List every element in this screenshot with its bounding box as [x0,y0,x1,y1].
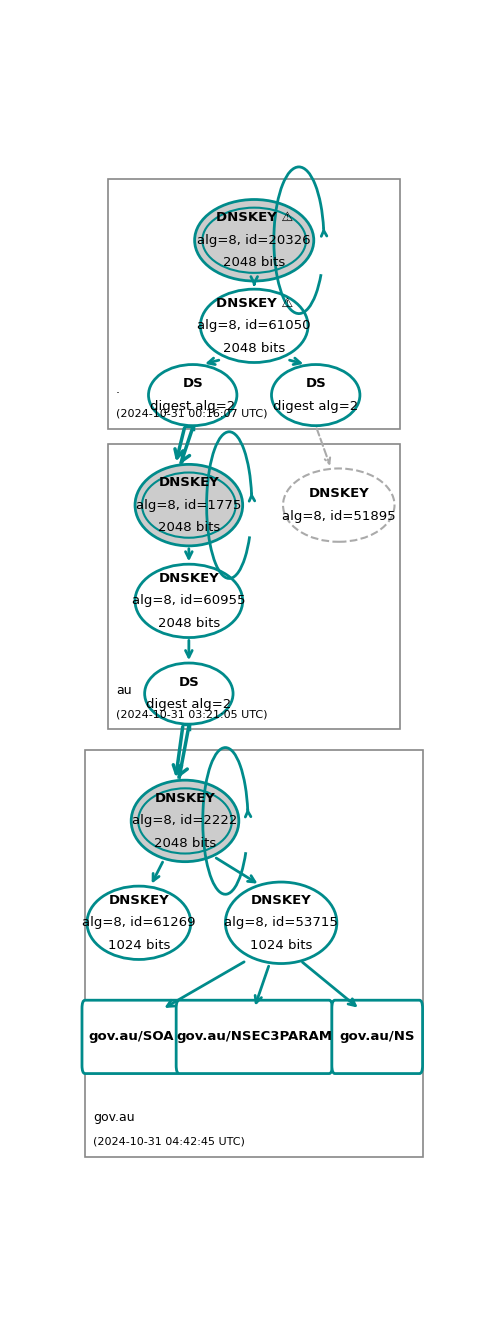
Ellipse shape [194,200,314,280]
Ellipse shape [135,464,243,546]
Text: 2048 bits: 2048 bits [158,617,220,630]
Text: alg=8, id=51895: alg=8, id=51895 [282,509,396,523]
Text: 2048 bits: 2048 bits [223,341,285,355]
Text: digest alg=2: digest alg=2 [150,400,235,413]
Text: alg=8, id=61269: alg=8, id=61269 [82,917,195,929]
Ellipse shape [135,564,243,638]
FancyBboxPatch shape [85,750,424,1158]
Text: alg=8, id=1775: alg=8, id=1775 [136,499,242,512]
Text: alg=8, id=61050: alg=8, id=61050 [197,319,311,332]
FancyBboxPatch shape [176,1000,332,1073]
Text: DNSKEY ⚠: DNSKEY ⚠ [216,212,293,225]
Text: gov.au/NS: gov.au/NS [339,1031,415,1044]
Text: alg=8, id=20326: alg=8, id=20326 [197,234,311,247]
Text: DNSKEY: DNSKEY [109,894,169,906]
Text: 2048 bits: 2048 bits [158,521,220,534]
Text: DNSKEY: DNSKEY [251,894,311,906]
Text: DNSKEY: DNSKEY [159,572,219,585]
Text: DNSKEY: DNSKEY [155,792,215,804]
Ellipse shape [87,886,191,959]
FancyBboxPatch shape [108,445,400,729]
Text: digest alg=2: digest alg=2 [146,699,232,712]
FancyBboxPatch shape [108,179,400,429]
FancyBboxPatch shape [82,1000,181,1073]
Text: 1024 bits: 1024 bits [250,939,312,951]
Text: DNSKEY: DNSKEY [159,476,219,490]
Ellipse shape [283,468,394,542]
Text: alg=8, id=2222: alg=8, id=2222 [132,815,238,827]
Ellipse shape [148,365,237,426]
Text: au: au [116,684,131,697]
Text: 1024 bits: 1024 bits [108,939,170,951]
Ellipse shape [200,290,308,363]
Text: alg=8, id=53715: alg=8, id=53715 [224,917,338,929]
Ellipse shape [271,365,360,426]
Text: (2024-10-31 00:16:07 UTC): (2024-10-31 00:16:07 UTC) [116,409,267,418]
Text: 2048 bits: 2048 bits [154,837,216,849]
FancyBboxPatch shape [332,1000,423,1073]
Text: DS: DS [183,377,203,390]
Text: (2024-10-31 04:42:45 UTC): (2024-10-31 04:42:45 UTC) [93,1136,245,1147]
Text: DNSKEY: DNSKEY [309,487,369,500]
Text: DNSKEY ⚠: DNSKEY ⚠ [216,296,293,310]
Ellipse shape [145,663,233,724]
Text: alg=8, id=60955: alg=8, id=60955 [132,594,246,607]
Ellipse shape [225,882,337,963]
Text: gov.au/SOA: gov.au/SOA [88,1031,174,1044]
Ellipse shape [131,781,239,861]
Text: 2048 bits: 2048 bits [223,257,285,269]
Text: DS: DS [306,377,326,390]
Text: digest alg=2: digest alg=2 [273,400,358,413]
Text: (2024-10-31 03:21:05 UTC): (2024-10-31 03:21:05 UTC) [116,709,267,720]
Text: DS: DS [179,676,199,689]
Text: gov.au/NSEC3PARAM: gov.au/NSEC3PARAM [176,1031,332,1044]
Text: .: . [116,384,120,396]
Text: gov.au: gov.au [93,1111,134,1125]
